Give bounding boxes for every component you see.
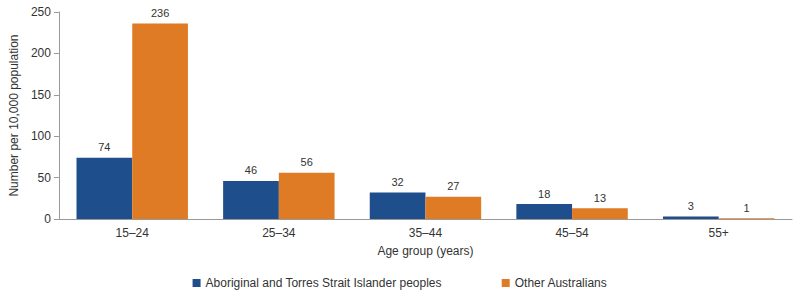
svg-text:32: 32 xyxy=(391,176,403,188)
svg-text:250: 250 xyxy=(31,5,51,19)
svg-text:200: 200 xyxy=(31,46,51,60)
svg-text:15–24: 15–24 xyxy=(116,226,150,240)
svg-text:236: 236 xyxy=(151,7,169,19)
svg-text:0: 0 xyxy=(44,212,51,226)
svg-text:Age group (years): Age group (years) xyxy=(377,244,473,258)
svg-text:Aboriginal and Torres Strait I: Aboriginal and Torres Strait Islander pe… xyxy=(206,276,442,290)
svg-text:50: 50 xyxy=(38,171,52,185)
svg-text:150: 150 xyxy=(31,88,51,102)
svg-text:46: 46 xyxy=(245,164,257,176)
svg-text:74: 74 xyxy=(98,141,110,153)
svg-text:45–54: 45–54 xyxy=(555,226,589,240)
svg-text:56: 56 xyxy=(301,156,313,168)
svg-text:Other Australians: Other Australians xyxy=(515,276,607,290)
svg-text:25–34: 25–34 xyxy=(262,226,296,240)
svg-text:1: 1 xyxy=(743,202,749,214)
svg-text:3: 3 xyxy=(688,200,694,212)
svg-text:100: 100 xyxy=(31,129,51,143)
svg-text:Number per 10,000 population: Number per 10,000 population xyxy=(7,34,21,196)
svg-text:55+: 55+ xyxy=(709,226,729,240)
svg-text:35–44: 35–44 xyxy=(409,226,443,240)
svg-text:18: 18 xyxy=(538,188,550,200)
svg-text:13: 13 xyxy=(594,192,606,204)
svg-text:27: 27 xyxy=(447,180,459,192)
